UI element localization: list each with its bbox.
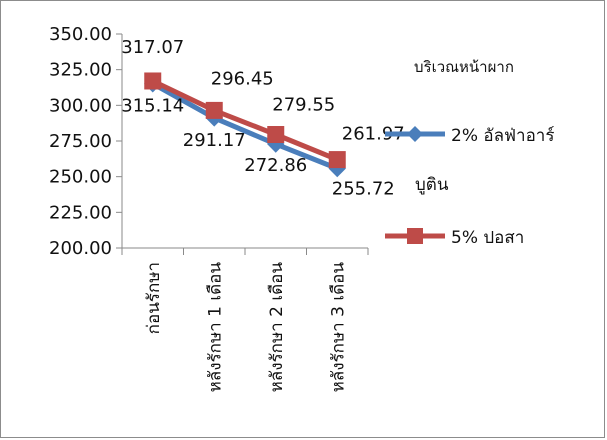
series-2-point (144, 72, 162, 90)
series-2-point (328, 151, 346, 169)
data-label-series-1: 291.17 (183, 130, 246, 151)
data-label-series-2: 261.97 (342, 124, 405, 145)
y-tick-label: 300.00 (49, 95, 112, 116)
legend-title: บริเวณหน้าผาก (414, 58, 514, 76)
data-label-series-1: 272.86 (244, 155, 307, 176)
data-label-series-2: 296.45 (211, 68, 274, 89)
data-label-series-2: 317.07 (121, 37, 184, 58)
y-tick-label: 250.00 (49, 167, 112, 188)
x-category-label: หลังรักษา 1 เดือน (205, 262, 225, 393)
data-label-series-1: 315.14 (121, 96, 184, 117)
x-category-label: หลังรักษา 3 เดือน (328, 262, 348, 393)
y-tick-label: 325.00 (49, 60, 112, 81)
y-tick-label: 350.00 (49, 24, 112, 45)
x-category-label: ก่อนรักษา (144, 262, 164, 334)
y-tick-label: 200.00 (49, 238, 112, 259)
y-tick-label: 275.00 (49, 131, 112, 152)
x-category-label: หลังรักษา 2 เดือน (267, 262, 287, 393)
data-label-series-1: 255.72 (332, 179, 395, 200)
series-line-2 (151, 78, 339, 162)
series-line-1 (151, 81, 339, 171)
y-tick-label: 225.00 (49, 202, 112, 223)
legend-label-1: บูติน (415, 175, 449, 195)
series-2-point (205, 101, 223, 119)
data-label-series-2: 279.55 (272, 95, 335, 116)
series-2-point (267, 126, 285, 144)
legend-marker-1 (407, 126, 423, 142)
legend-label-1: 2% อัลฟ่าอาร์ (451, 126, 554, 146)
legend-marker-2 (407, 228, 423, 244)
legend-label-2: 5% ปอสา (451, 228, 524, 248)
